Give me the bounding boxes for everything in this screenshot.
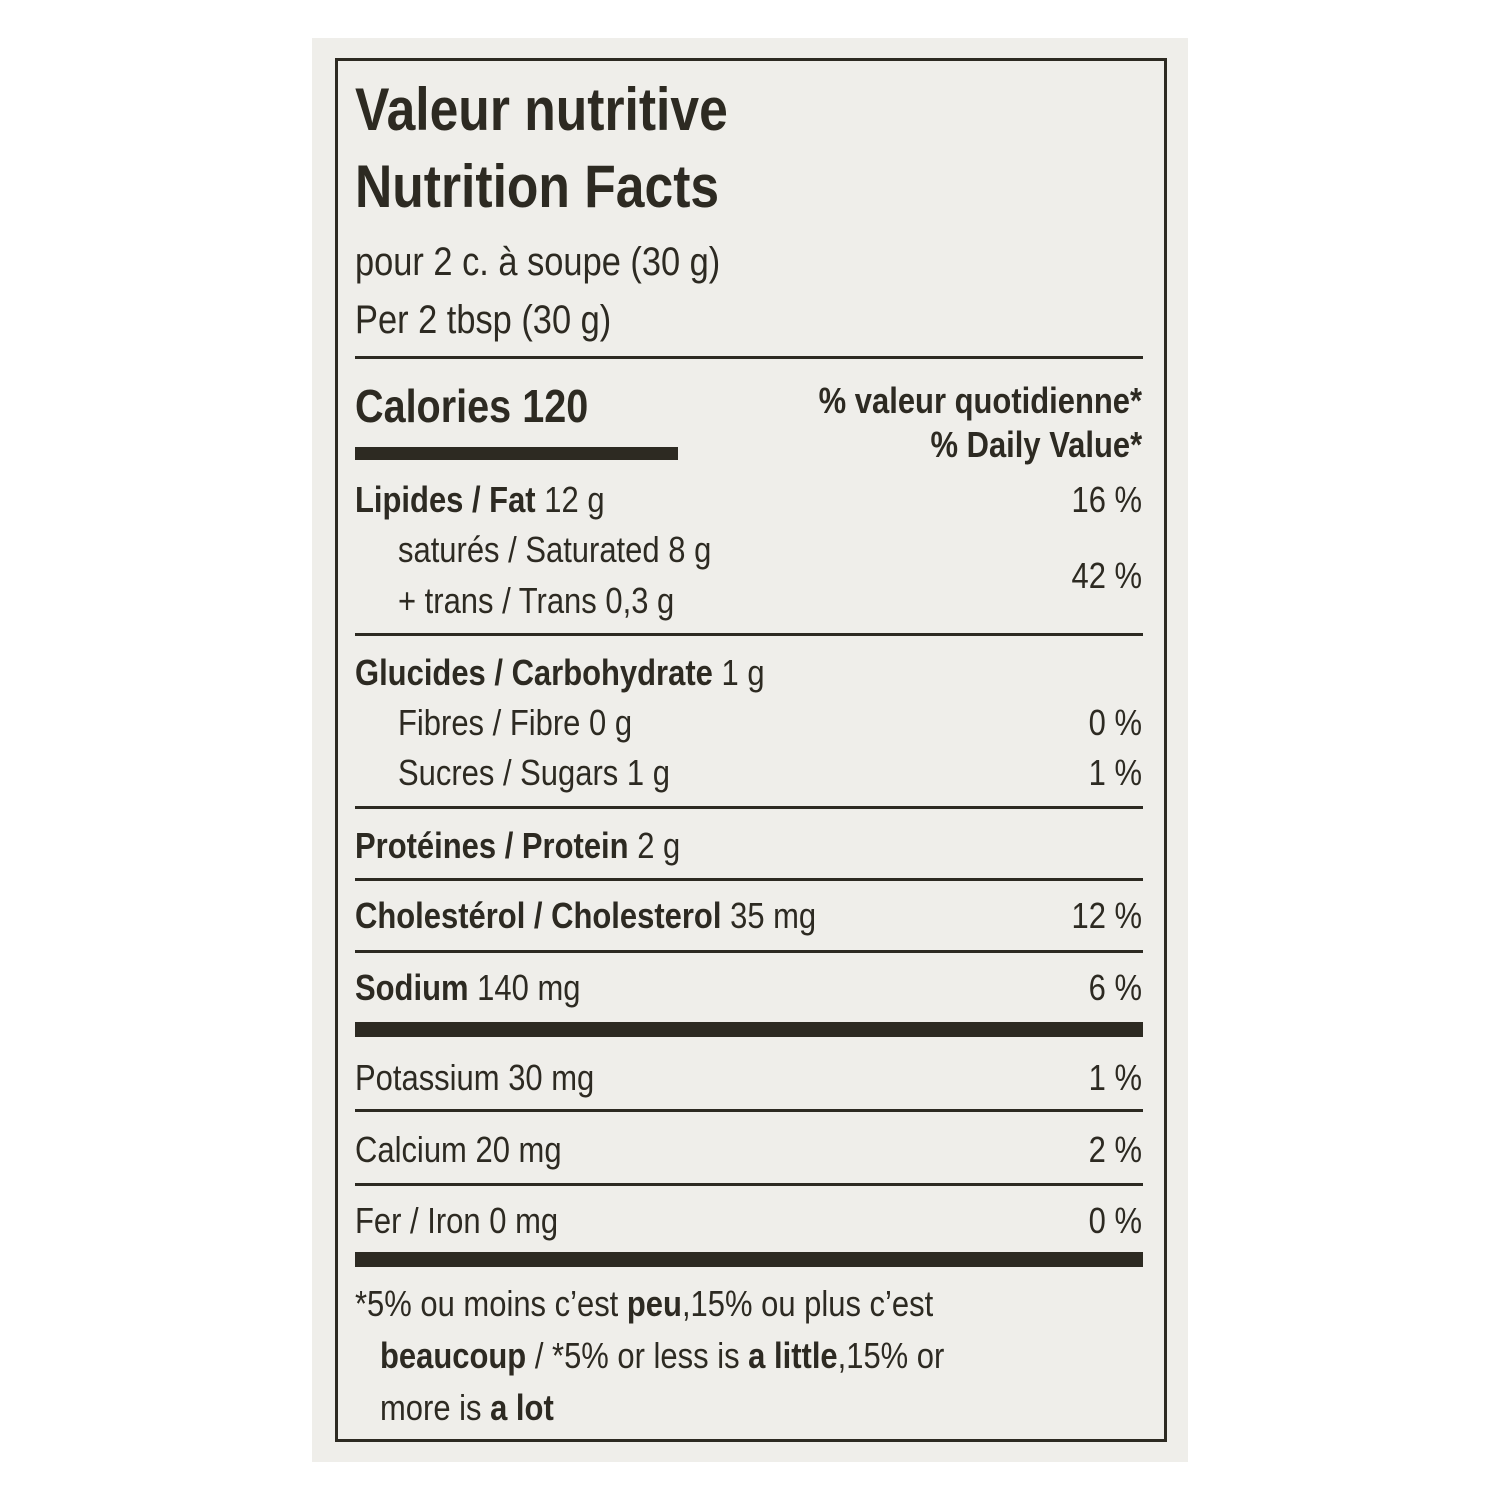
sodium: Sodium 140 mg — [355, 970, 580, 1006]
footnote-line: more is a lot — [380, 1390, 554, 1426]
serving-en: Per 2 tbsp (30 g) — [355, 298, 612, 342]
title-en: Nutrition Facts — [355, 153, 720, 220]
nutrient-amount: 0 mg — [489, 1200, 559, 1241]
footnote-text: a little — [748, 1335, 838, 1376]
nutrient-amount: 2 g — [637, 825, 681, 866]
daily-value: 42 % — [1071, 555, 1142, 596]
thick-rule — [355, 1252, 1143, 1267]
nutrient-name: Fer / Iron — [355, 1200, 481, 1241]
title-fr: Valeur nutritive — [355, 76, 728, 143]
footnote-text: peu — [626, 1283, 682, 1324]
rule — [355, 1183, 1143, 1186]
footnote-text: ,15% ou plus c’est — [681, 1283, 934, 1324]
nutrient-name: Potassium — [355, 1057, 500, 1098]
fibre: Fibres / Fibre 0 g — [398, 705, 632, 741]
cholesterol: Cholestérol / Cholesterol 35 mg — [355, 898, 816, 934]
footnote-line: beaucoup / *5% or less is a little,15% o… — [380, 1338, 944, 1374]
carbohydrate: Glucides / Carbohydrate 1 g — [355, 655, 765, 691]
nutrient-name: saturés / Saturated — [398, 529, 660, 570]
protein: Protéines / Protein 2 g — [355, 828, 680, 864]
nutrient-name: Sucres / Sugars — [398, 752, 619, 793]
daily-value: 0 % — [1088, 702, 1142, 743]
nutrient-amount: 30 mg — [508, 1057, 595, 1098]
footnote-text: ,15% or — [837, 1335, 945, 1376]
nutrient-amount: 12 g — [544, 479, 605, 520]
nutrient-amount: 20 mg — [475, 1129, 562, 1170]
rule — [355, 878, 1143, 881]
nutrient-name: Sodium — [355, 967, 469, 1008]
footnote-text: *5% ou moins c’est — [355, 1283, 627, 1324]
calories-amount: 120 — [522, 380, 589, 432]
rule — [355, 950, 1143, 953]
nutrient-amount: 140 mg — [477, 967, 581, 1008]
thick-rule — [355, 1022, 1143, 1037]
rule — [355, 356, 1143, 359]
footnote-text: beaucoup — [380, 1335, 527, 1376]
nutrient-amount: 1 g — [721, 652, 765, 693]
nutrient-name: + trans / Trans — [398, 580, 597, 621]
nutrient-name: Lipides / Fat — [355, 479, 536, 520]
dv-heading-fr: % valeur quotidienne* — [818, 380, 1142, 421]
calcium: Calcium 20 mg — [355, 1132, 562, 1168]
daily-value: 16 % — [1071, 479, 1142, 520]
calories: Calories 120 — [355, 383, 588, 429]
saturated: saturés / Saturated 8 g — [398, 532, 711, 568]
fat: Lipides / Fat 12 g — [355, 482, 605, 518]
nutrient-name: Protéines / Protein — [355, 825, 629, 866]
calories-bar — [355, 447, 678, 460]
footnote-text: a lot — [490, 1387, 554, 1428]
nutrient-amount: 0 g — [589, 702, 633, 743]
nutrient-name: Fibres / Fibre — [398, 702, 581, 743]
dv-heading-en: % Daily Value* — [930, 424, 1142, 465]
rule — [355, 1109, 1143, 1112]
potassium: Potassium 30 mg — [355, 1060, 594, 1096]
serving-fr: pour 2 c. à soupe (30 g) — [355, 240, 721, 284]
daily-value: 2 % — [1088, 1129, 1142, 1170]
footnote-text: more is — [380, 1387, 491, 1428]
rule — [355, 633, 1143, 636]
daily-value: 12 % — [1071, 895, 1142, 936]
nutrient-name: Glucides / Carbohydrate — [355, 652, 713, 693]
nutrient-amount: 0,3 g — [605, 580, 675, 621]
nutrient-name: Calcium — [355, 1129, 467, 1170]
trans: + trans / Trans 0,3 g — [398, 583, 674, 619]
daily-value: 6 % — [1088, 967, 1142, 1008]
rule — [355, 806, 1143, 809]
label-background — [312, 38, 1188, 1462]
label-border — [335, 58, 1167, 1442]
daily-value: 1 % — [1088, 752, 1142, 793]
iron: Fer / Iron 0 mg — [355, 1203, 558, 1239]
sugars: Sucres / Sugars 1 g — [398, 755, 670, 791]
daily-value: 0 % — [1088, 1200, 1142, 1241]
footnote-text: / *5% or less is — [526, 1335, 749, 1376]
daily-value: 1 % — [1088, 1057, 1142, 1098]
calories-label: Calories — [355, 380, 512, 432]
nutrient-amount: 8 g — [668, 529, 712, 570]
nutrient-amount: 1 g — [626, 752, 670, 793]
footnote-line: *5% ou moins c’est peu,15% ou plus c’est — [355, 1286, 933, 1322]
nutrient-amount: 35 mg — [730, 895, 817, 936]
nutrient-name: Cholestérol / Cholesterol — [355, 895, 722, 936]
